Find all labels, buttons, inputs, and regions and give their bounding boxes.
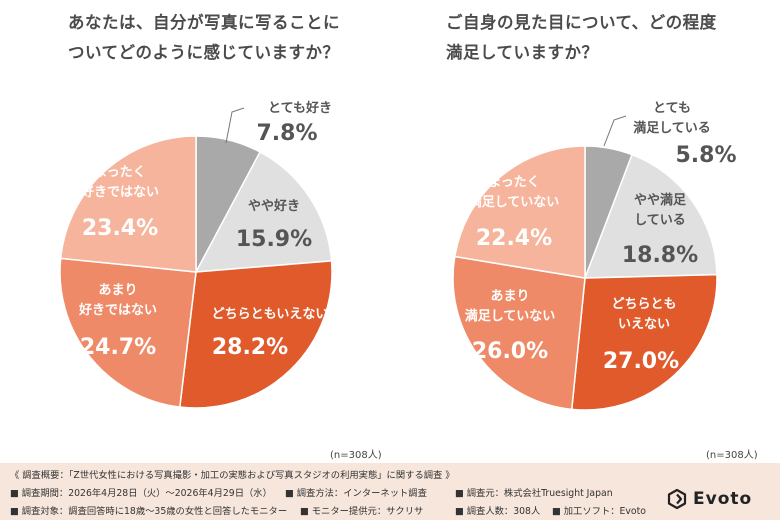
- survey-respondents: ■ 調査人数：308人: [455, 506, 541, 517]
- survey-method: ■ 調査方法：インターネット調査: [285, 488, 427, 499]
- slice-value-label: 23.4%: [82, 216, 158, 241]
- q1-title-line-2: ついてどのように感じていますか？: [68, 43, 340, 62]
- q2-title-line-2: 満足していますか？: [446, 43, 599, 62]
- pie-slice: [178, 260, 333, 409]
- survey-footer: 《 調査概要：「Z世代女性における写真撮影・加工の実態および写真スタジオの利用実…: [0, 463, 780, 520]
- q2-title-line-1: ご自身の見た目について、どの程度: [446, 13, 717, 32]
- leader-line: [225, 107, 245, 144]
- pie-slice: [59, 135, 197, 273]
- evoto-logo: Evoto: [666, 488, 752, 510]
- slice-value-label: 28.2%: [212, 335, 288, 360]
- slice-label: とても好き: [268, 100, 332, 116]
- survey-editing-software: ■ 加工ソフト：Evoto: [552, 506, 646, 517]
- q1-title: あなたは、自分が写真に写ることに ついてどのように感じていますか？: [68, 8, 398, 68]
- slice-label: あまり好きではない: [78, 283, 157, 318]
- pie-chart-photo-feelings: とても好き 7.8% やや好き 15.9% どちらともいえない 28.2% あまり好きではな…: [59, 100, 333, 409]
- survey-overview: 《 調査概要：「Z世代女性における写真撮影・加工の実態および写真スタジオの利用実…: [10, 470, 455, 481]
- pie-slices: [59, 135, 333, 409]
- survey-source: ■ 調査元：株式会社Truesight Japan: [455, 488, 613, 499]
- pie-slice: [59, 257, 197, 408]
- survey-target: ■ 調査対象：調査回答時に18歳〜35歳の女性と回答したモニター: [10, 506, 288, 517]
- slice-label: やや好き: [248, 198, 300, 214]
- slice-value-label: 15.9%: [236, 227, 312, 252]
- evoto-logo-icon: [667, 488, 687, 510]
- q2-title: ご自身の見た目について、どの程度 満足していますか？: [446, 8, 766, 68]
- slice-value-label: 24.7%: [80, 335, 156, 360]
- slice-label: どちらともいえない: [212, 307, 329, 322]
- slice-value-label: 7.8%: [256, 121, 317, 146]
- survey-period: ■ 調査期間：2026年4月28日（火）〜2026年4月29日（水）: [10, 488, 272, 499]
- q1-sample-size: (n=308人): [330, 450, 382, 461]
- q1-title-line-1: あなたは、自分が写真に写ることに: [68, 13, 340, 32]
- q2-sample-size: (n=308人): [706, 450, 758, 461]
- evoto-logo-text: Evoto: [693, 489, 753, 509]
- pie-slice: [194, 150, 333, 273]
- survey-monitor-provider: ■ モニター提供元：サクリサ: [300, 506, 424, 517]
- slice-label: まったく好きではない: [80, 165, 159, 200]
